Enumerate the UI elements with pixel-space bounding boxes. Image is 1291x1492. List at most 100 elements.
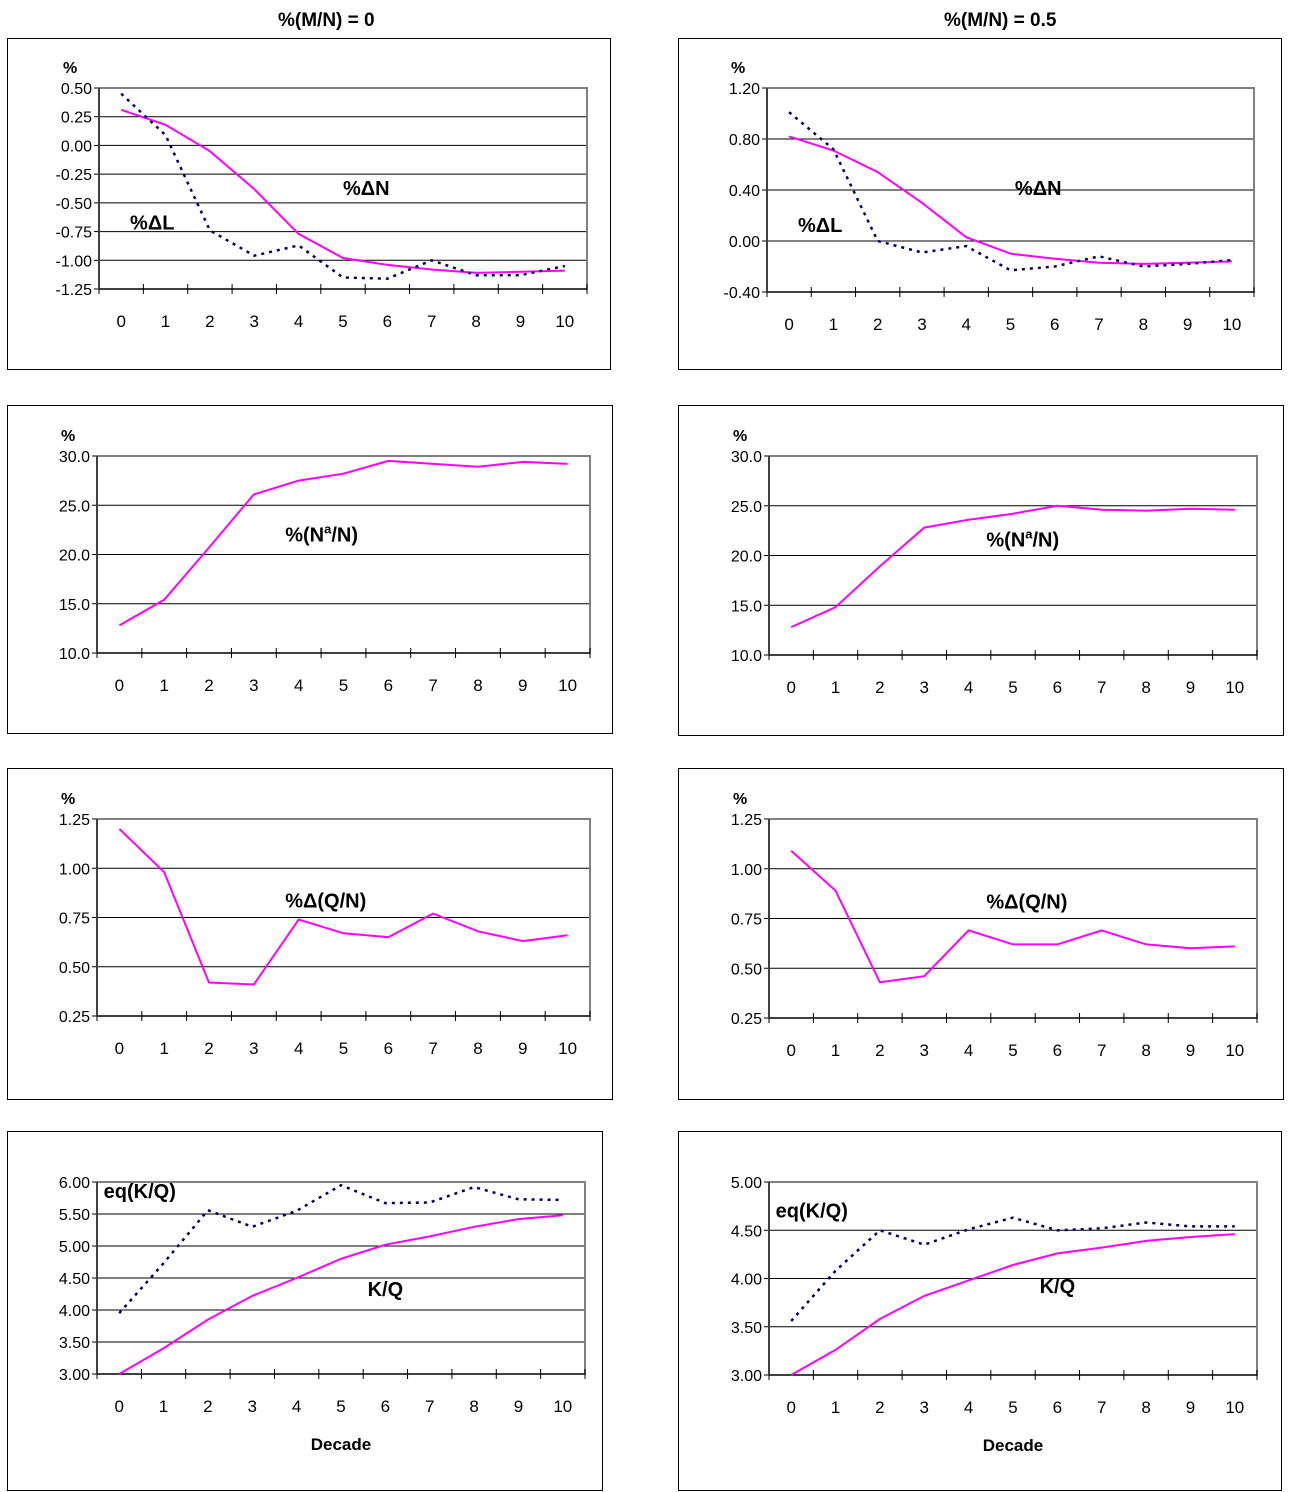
- x-tick-label: 9: [1186, 678, 1195, 697]
- data-point: [118, 1312, 120, 1314]
- x-tick-label: 5: [338, 312, 347, 331]
- x-tick-label: 10: [1222, 315, 1241, 334]
- x-tick-label: 10: [558, 676, 577, 695]
- series-annotation: %ΔL: [798, 215, 842, 237]
- series-line-solid: [118, 1214, 563, 1375]
- data-point: [832, 148, 834, 150]
- data-point: [432, 463, 434, 465]
- data-point: [296, 1277, 298, 1279]
- y-axis-label: %: [63, 60, 77, 77]
- data-point: [1010, 253, 1012, 255]
- x-tick-label: 8: [469, 1397, 478, 1416]
- data-point: [298, 233, 300, 235]
- data-point: [1012, 943, 1014, 945]
- column-title-right: %(M/N) = 0.5: [944, 10, 1057, 31]
- y-tick-label: 1.25: [731, 812, 762, 829]
- series-annotation: %Δ(Q/N): [285, 891, 366, 913]
- x-tick-label: 6: [1053, 1041, 1062, 1060]
- series-line-solid: [120, 108, 565, 274]
- y-tick-label: 0.00: [61, 138, 92, 155]
- data-point: [298, 244, 300, 246]
- x-tick-label: 1: [159, 1397, 168, 1416]
- y-tick-label: 30.0: [731, 449, 762, 466]
- y-tick-label: 6.00: [59, 1175, 90, 1192]
- data-point: [432, 913, 434, 915]
- data-point: [1098, 262, 1100, 264]
- x-tick-label: 4: [961, 315, 970, 334]
- x-tick-label: 8: [1141, 1398, 1150, 1417]
- data-point: [921, 251, 923, 253]
- y-tick-label: 0.75: [731, 912, 762, 929]
- data-point: [1010, 269, 1012, 271]
- data-point: [921, 202, 923, 204]
- data-point: [118, 828, 120, 830]
- series-line-solid: [790, 850, 1235, 984]
- data-point: [1145, 943, 1147, 945]
- data-point: [835, 890, 837, 892]
- y-tick-label: 0.50: [59, 960, 90, 977]
- x-tick-label: 1: [829, 315, 838, 334]
- y-tick-label: -0.25: [56, 167, 93, 184]
- x-tick-label: 9: [1183, 315, 1192, 334]
- x-tick-label: 6: [381, 1397, 390, 1416]
- data-point: [1142, 266, 1144, 268]
- y-tick-label: 4.50: [731, 1223, 762, 1240]
- series-line-solid: [788, 135, 1232, 265]
- series-line-dotted: [790, 1216, 1235, 1322]
- data-point: [965, 245, 967, 247]
- x-tick-label: 4: [292, 1397, 301, 1416]
- y-tick-label: 10.0: [731, 648, 762, 665]
- data-point: [1234, 1233, 1236, 1235]
- x-tick-label: 10: [1225, 1398, 1244, 1417]
- y-tick-label: 4.00: [731, 1272, 762, 1289]
- x-tick-label: 2: [875, 1041, 884, 1060]
- data-point: [1056, 943, 1058, 945]
- series-line-solid: [790, 504, 1235, 629]
- y-tick-label: 5.50: [59, 1207, 90, 1224]
- data-point: [165, 124, 167, 126]
- x-tick-label: 5: [1008, 1398, 1017, 1417]
- y-tick-label: 3.00: [59, 1367, 90, 1384]
- y-tick-label: 3.50: [731, 1320, 762, 1337]
- y-tick-label: 3.00: [731, 1368, 762, 1385]
- x-tick-label: 9: [514, 1397, 523, 1416]
- x-tick-label: 6: [383, 312, 392, 331]
- data-point: [118, 624, 120, 626]
- series-annotation: %Δ(Q/N): [986, 892, 1067, 914]
- series-annotation: K/Q: [368, 1279, 404, 1301]
- data-point: [522, 461, 524, 463]
- y-tick-label: 10.0: [59, 646, 90, 663]
- y-tick-label: 0.80: [729, 132, 760, 149]
- chart-panel-5: 1.25 1.00 0.75 0.50 0.25 0 1 2 3 4 5 6 7 8 9 10% %Δ(Q/N): [7, 768, 613, 1100]
- y-tick-label: 0.50: [731, 961, 762, 978]
- series-line-solid: [790, 1233, 1235, 1376]
- x-tick-label: 10: [553, 1397, 572, 1416]
- data-point: [429, 1235, 431, 1237]
- data-point: [835, 606, 837, 608]
- data-point: [253, 983, 255, 985]
- data-point: [208, 547, 210, 549]
- series-annotation: %(Na/N): [285, 522, 358, 547]
- x-axis-label: Decade: [311, 1435, 371, 1454]
- data-point: [477, 466, 479, 468]
- x-tick-label: 1: [159, 1039, 168, 1058]
- data-point: [879, 1318, 881, 1320]
- chart-panel-4: 30.0 25.0 20.0 15.0 10.0 0 1 2 3 4 5 6 7 8 9 10% %(Na/N): [678, 405, 1284, 736]
- x-tick-label: 8: [1141, 678, 1150, 697]
- data-point: [207, 1209, 209, 1211]
- x-tick-label: 4: [964, 678, 973, 697]
- x-tick-label: 2: [204, 1039, 213, 1058]
- data-point: [120, 93, 122, 95]
- x-tick-label: 5: [339, 1039, 348, 1058]
- x-tick-label: 1: [161, 312, 170, 331]
- x-tick-label: 3: [249, 1039, 258, 1058]
- data-point: [788, 135, 790, 137]
- x-tick-label: 7: [425, 1397, 434, 1416]
- x-tick-label: 9: [518, 676, 527, 695]
- series-annotation: K/Q: [1040, 1276, 1076, 1298]
- x-tick-label: 2: [875, 1398, 884, 1417]
- y-tick-label: 0.25: [61, 110, 92, 127]
- data-point: [296, 1210, 298, 1212]
- y-tick-label: 20.0: [59, 548, 90, 565]
- y-tick-label: -0.40: [724, 285, 761, 302]
